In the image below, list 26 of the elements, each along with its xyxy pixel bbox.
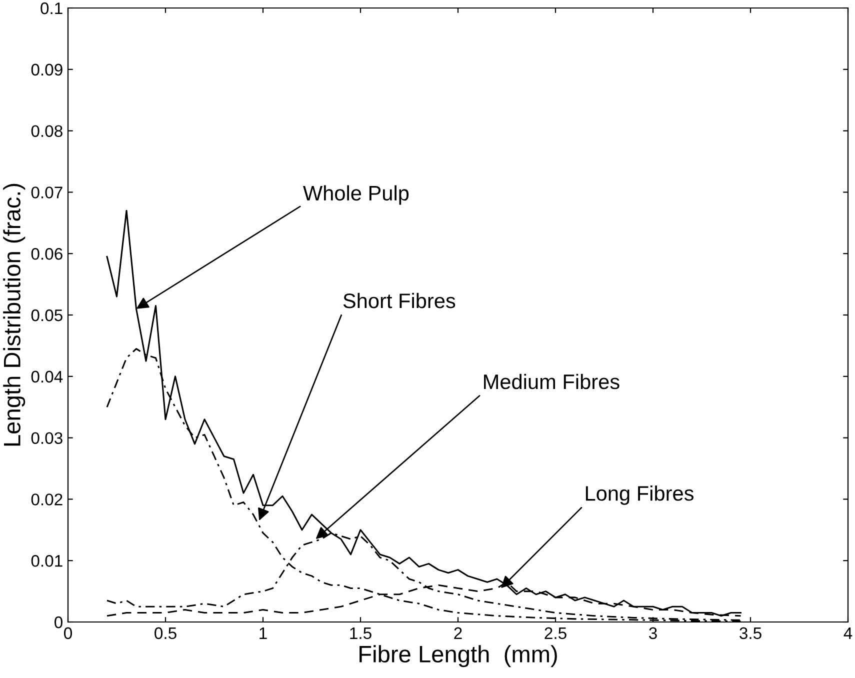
y-tick-label: 0.08 — [31, 125, 62, 138]
y-tick-label: 0 — [54, 616, 62, 628]
x-tick-label: 0 — [64, 627, 72, 640]
y-tick-label: 0.09 — [31, 64, 62, 76]
annotation: Whole Pulp — [303, 185, 409, 205]
y-tick-label: 0.02 — [31, 494, 62, 506]
y-tick-label: 0.01 — [31, 555, 62, 567]
y-tick-label: 0.05 — [31, 309, 62, 322]
y-axis-title: Length Distribution (frac.) — [3, 184, 26, 446]
x-tick-label: 4 — [844, 627, 852, 639]
y-tick-label: 0.04 — [31, 370, 63, 383]
annotation: Long Fibres — [586, 485, 694, 505]
y-tick-label: 0.1 — [40, 2, 62, 14]
y-tick-label: 0.03 — [31, 432, 62, 444]
x-tick-label: 3.5 — [740, 627, 762, 640]
x-tick-label: 2 — [454, 627, 462, 639]
y-tick-label: 0.06 — [31, 248, 62, 260]
x-tick-label: 1.5 — [350, 627, 372, 640]
x-axis-title: Fibre Length (mm) — [360, 645, 557, 668]
y-tick-label: 0.07 — [31, 186, 62, 198]
x-tick-label: 3 — [649, 627, 657, 640]
annotation: Medium Fibres — [484, 374, 620, 390]
x-tick-label: 0.5 — [154, 627, 176, 640]
x-tick-label: 2.5 — [544, 627, 566, 640]
annotation: Short Fibres — [343, 292, 456, 308]
x-tick-label: 1 — [260, 627, 267, 639]
